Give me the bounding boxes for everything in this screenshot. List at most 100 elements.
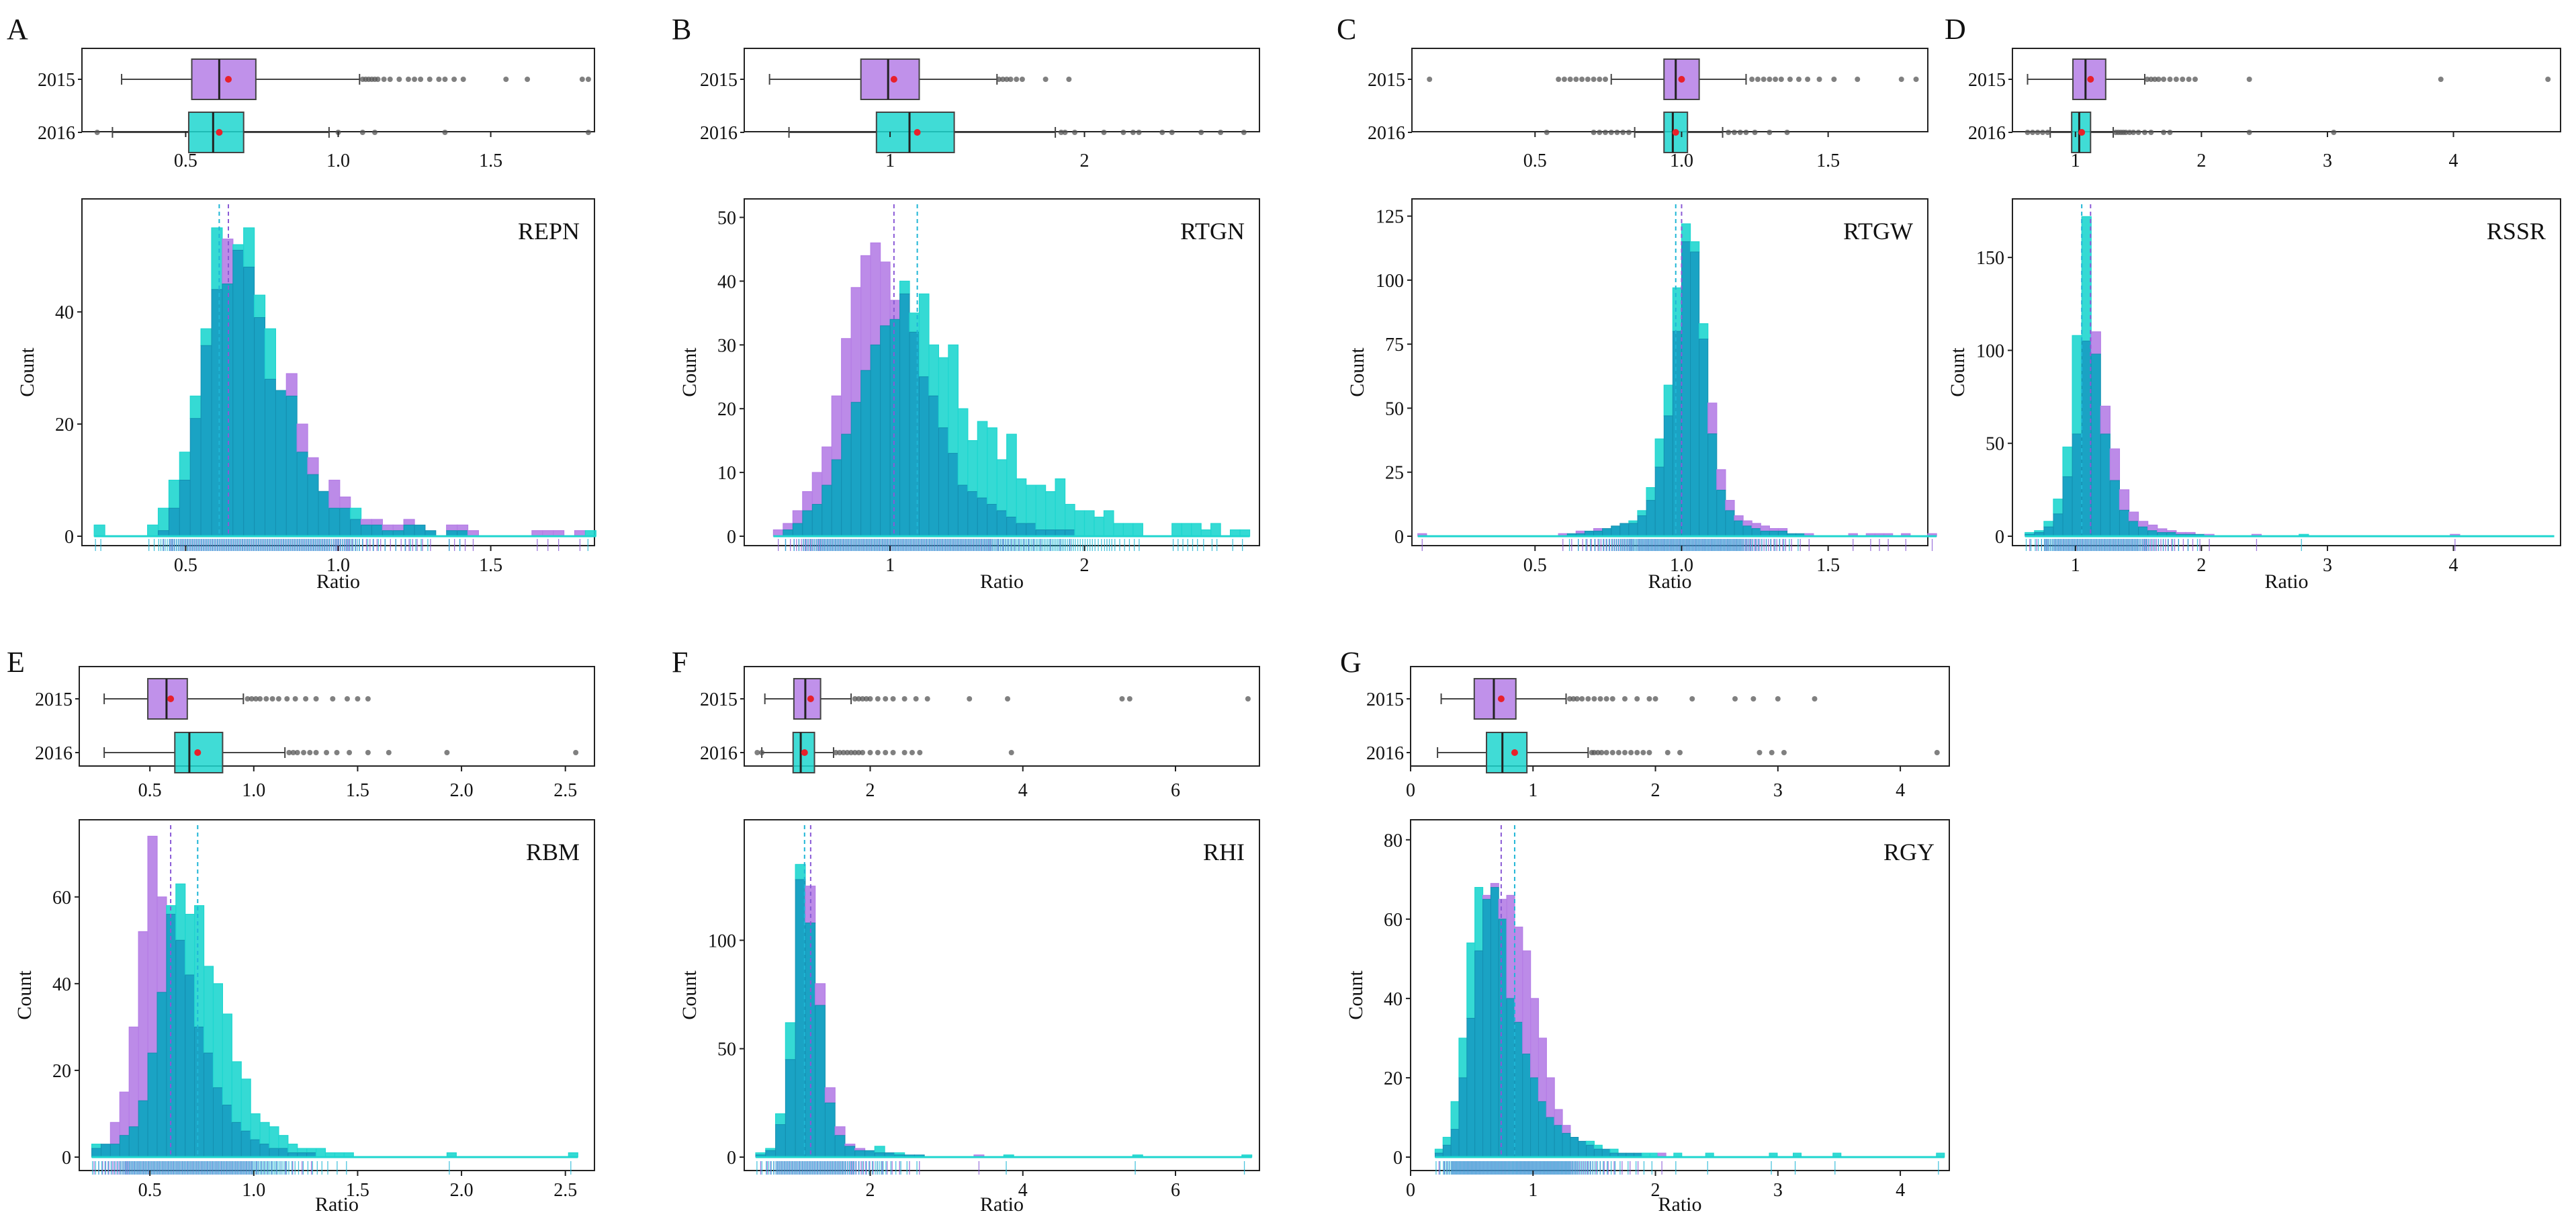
box-x-tick-label: 4 (1018, 780, 1028, 801)
box-outlier (94, 130, 100, 135)
histogram-bar-2016 (231, 1061, 242, 1123)
histogram-bar-2016 (194, 905, 205, 1027)
histogram-bar-2015 (2119, 489, 2130, 511)
histogram-bar-2015 (371, 519, 383, 525)
box-outlier (2144, 77, 2150, 82)
histogram-bar-overlap (1006, 517, 1017, 537)
histogram-bar-2015 (1760, 525, 1770, 532)
box-outlier (754, 750, 760, 755)
box-outlier (1427, 77, 1433, 82)
histogram-bar-overlap (138, 1100, 148, 1158)
histogram-bar-overlap (328, 507, 341, 537)
box-outlier (396, 77, 402, 82)
box-outlier (1241, 130, 1247, 135)
histogram: RSSR 0 50 100 150 Count 1 2 3 4 Ratio (1947, 198, 2561, 593)
histogram-bar-2016 (168, 479, 180, 509)
histogram-bar-2016 (350, 507, 362, 520)
histogram-bar-2015 (1734, 515, 1744, 521)
histogram-bar-2016 (269, 1126, 279, 1149)
histogram-bar-overlap (259, 1144, 270, 1158)
histogram-bar-2016 (918, 293, 930, 378)
histogram-bar-overlap (232, 249, 245, 537)
box-outlier (2186, 77, 2192, 82)
box-mean-dot (167, 695, 175, 702)
histogram-bar-overlap (278, 1148, 289, 1158)
box-outlier (1008, 750, 1014, 755)
box-outlier (1622, 750, 1628, 755)
boxplot-frame (2012, 48, 2561, 132)
histogram-bar-overlap (1538, 1101, 1547, 1158)
histogram-bar-2015 (446, 524, 458, 532)
histogram-bar-2015 (2128, 511, 2139, 522)
box-outlier (1934, 750, 1940, 755)
box-outlier (890, 696, 896, 702)
box-outlier (840, 750, 846, 755)
histogram-bar-2016 (93, 524, 105, 537)
box-outlier (1767, 77, 1773, 82)
histogram-bar-overlap (128, 1126, 139, 1158)
histogram-bar-2016 (1637, 510, 1647, 517)
box-outlier (1120, 130, 1126, 135)
histogram-bar-2015 (1482, 894, 1491, 900)
histogram-bar-overlap (1506, 998, 1515, 1158)
box-outlier (967, 696, 973, 702)
histogram-bar-2016 (1450, 1101, 1460, 1130)
x-tick-label: 3 (2323, 555, 2332, 576)
histogram-bar-overlap (2072, 433, 2082, 537)
box-year-label: 2016 (38, 123, 75, 144)
histogram-bar-2016 (795, 863, 806, 880)
box-x-tick-label: 1 (2071, 151, 2080, 171)
y-tick-label: 40 (55, 302, 74, 323)
box-outlier (856, 696, 862, 702)
box-outlier (1784, 130, 1790, 135)
panel-e: E 2015 2016 0.5 1.0 1.5 2.0 2.5 RBM 0 20 40 60 Count 0… (7, 646, 595, 1216)
histogram-bar-2015 (1751, 523, 1761, 529)
box-outlier (451, 77, 457, 82)
box-outlier (355, 696, 361, 702)
histogram-bar-2015 (783, 523, 793, 531)
box-outlier (2131, 130, 2137, 135)
boxplot-frame (1410, 666, 1950, 767)
histogram-bar-overlap (1530, 1077, 1539, 1158)
y-tick-label: 0 (1995, 527, 2004, 548)
box-outlier (1626, 130, 1632, 135)
y-tick-label: 40 (717, 271, 736, 292)
histogram-bar-2016 (1181, 523, 1192, 537)
histogram-bar-overlap (1751, 528, 1761, 537)
x-tick-label: 1.5 (1816, 555, 1840, 576)
histogram-bar-2015 (880, 261, 891, 327)
box-outlier (1595, 750, 1601, 755)
histogram-bar-2015 (1777, 527, 1788, 532)
box-year-label: 2015 (1968, 70, 2006, 91)
box-outlier (1769, 750, 1775, 755)
box-outlier (1603, 130, 1608, 135)
histogram-bar-overlap (1690, 251, 1700, 537)
histogram-bar-overlap (1546, 1117, 1555, 1158)
histogram-bar-2015 (457, 524, 469, 532)
histogram-bar-overlap (928, 395, 939, 537)
histogram-bar-overlap (1490, 887, 1499, 1158)
box-outlier (1561, 77, 1567, 82)
x-tick-label: 4 (1896, 1180, 1905, 1201)
box-outlier (1608, 130, 1614, 135)
histogram-bar-2016 (157, 507, 170, 532)
histogram-bar-overlap (403, 524, 415, 537)
histogram-bar-2016 (1609, 1148, 1619, 1154)
histogram-bar-overlap (250, 1139, 261, 1158)
box-outlier (901, 696, 907, 702)
histogram-bar-2015 (1707, 402, 1718, 435)
box-iqr-2015 (793, 678, 821, 720)
box-outlier (1634, 696, 1640, 702)
y-tick-label: 100 (708, 931, 736, 951)
box-outlier (1570, 696, 1576, 702)
box-mean-dot (225, 76, 232, 83)
box-outlier (1812, 696, 1818, 702)
histogram-bar-overlap (2081, 341, 2092, 537)
histogram-bar-2015 (2109, 448, 2121, 481)
box-outlier (359, 130, 365, 135)
box-outlier (924, 696, 930, 702)
histogram-bar-overlap (1474, 950, 1484, 1158)
y-tick-label: 50 (717, 208, 736, 228)
box-outlier (2148, 130, 2154, 135)
box-outlier (860, 750, 866, 755)
